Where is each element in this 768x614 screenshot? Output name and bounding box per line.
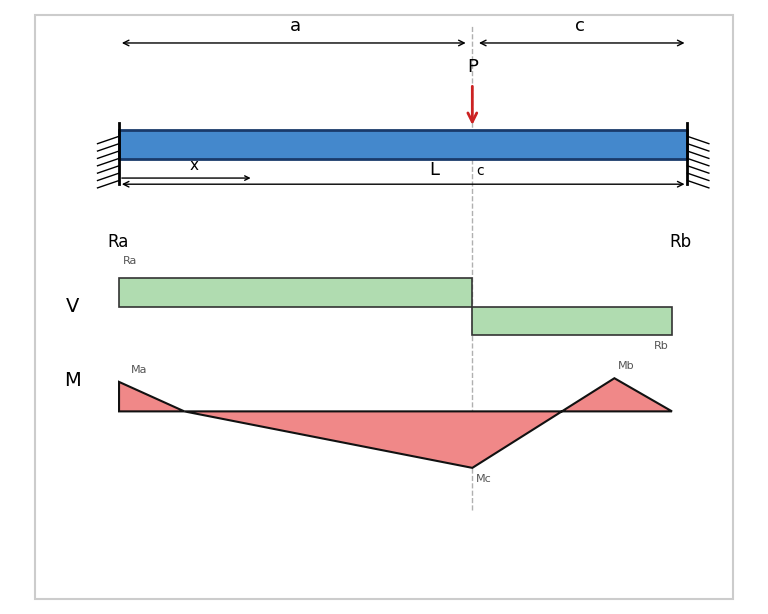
Text: c: c: [575, 17, 584, 35]
Text: V: V: [66, 297, 80, 316]
Polygon shape: [119, 382, 184, 411]
Text: Ma: Ma: [131, 365, 147, 375]
Text: Ra: Ra: [108, 233, 129, 251]
Text: Mb: Mb: [618, 361, 635, 371]
Text: c: c: [476, 164, 484, 178]
Text: x: x: [190, 158, 198, 173]
Bar: [119, 130, 687, 159]
Polygon shape: [472, 307, 672, 335]
Polygon shape: [119, 278, 472, 307]
Polygon shape: [184, 378, 672, 468]
FancyBboxPatch shape: [35, 15, 733, 599]
Text: Ra: Ra: [123, 257, 137, 266]
Text: Mc: Mc: [476, 474, 492, 484]
Text: a: a: [290, 17, 301, 35]
Text: Rb: Rb: [654, 341, 668, 351]
Text: P: P: [467, 58, 478, 76]
Text: Rb: Rb: [669, 233, 691, 251]
Text: L: L: [429, 161, 439, 179]
Text: M: M: [65, 371, 81, 390]
